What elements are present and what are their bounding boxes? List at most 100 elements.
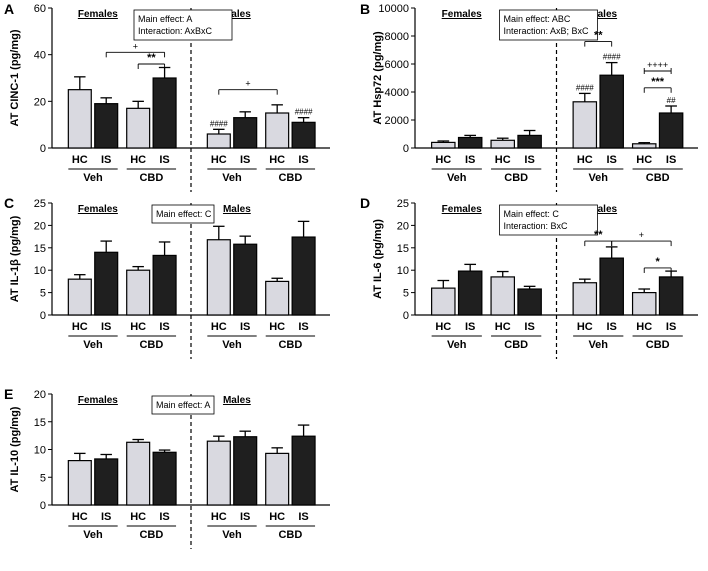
significance-label: #### [576,83,594,92]
y-tick-label: 6000 [385,59,409,71]
y-tick-label: 10 [34,445,46,457]
bar-m-cbd-hc [631,292,657,316]
bar-f-cbd-hc [490,276,516,316]
y-tick-label: 15 [34,243,46,255]
bar-f-cbd-hc [126,107,151,149]
stats-box [499,204,598,236]
bar-m-cbd-is [658,112,684,149]
y-tick-label: 25 [34,198,46,210]
group-label-males: Males [589,9,617,20]
y-tick-label: 20 [34,96,46,108]
x-tick-label: IS [240,511,250,523]
bar-f-veh-hc [67,278,92,316]
treatment-label: CBD [278,172,302,184]
bar-m-veh-is [599,74,624,149]
x-tick-label: IS [240,154,250,166]
stats-box [133,9,233,41]
y-tick-label: 60 [34,3,46,15]
significance-label: + [245,79,250,89]
group-label-males: Males [223,395,251,406]
treatment-label: Veh [83,172,103,184]
y-axis-label: AT IL-10 (pg/mg) [9,406,21,492]
y-tick-label: 20 [397,220,409,232]
stats-box-text: Main effect: C [504,209,560,219]
y-tick-label: 0 [403,143,409,155]
bar-f-cbd-is [152,77,177,149]
y-axis-label: AT CINC-1 (pg/mg) [9,29,21,126]
x-tick-label: HC [130,154,146,166]
x-tick-label: HC [495,321,511,333]
bar-m-veh-hc [206,239,231,316]
x-tick-label: HC [72,154,88,166]
panel-c: C 0 5 10 15 20 25 AT IL-1β (pg/mg) Females Males H… [4,195,330,359]
y-tick-label: 10 [397,265,409,277]
bar-m-veh-is [233,436,258,506]
treatment-label: Veh [447,339,467,351]
x-tick-label: HC [495,154,511,166]
y-tick-label: 20 [34,389,46,401]
significance-label: *** [651,76,665,88]
y-tick-label: 10000 [378,3,409,15]
treatment-label: CBD [278,339,302,351]
bar-f-cbd-is [152,451,177,506]
bar-m-cbd-is [658,276,684,316]
bar-m-veh-is [233,117,258,149]
significance-label: #### [603,53,621,62]
y-tick-label: 0 [40,500,46,512]
x-tick-label: HC [211,154,227,166]
group-label-males: Males [223,204,251,215]
stats-box [151,395,215,415]
y-tick-label: 10 [34,265,46,277]
treatment-label: Veh [83,339,103,351]
x-tick-label: HC [72,321,88,333]
bar-f-veh-is [457,270,483,316]
bar-m-cbd-is [291,121,316,149]
group-label-females: Females [78,9,118,20]
bar-m-cbd-is [291,236,316,316]
treatment-label: CBD [504,339,528,351]
significance-label: ## [667,96,676,105]
panel-letter: E [4,386,13,402]
x-tick-label: HC [211,321,227,333]
treatment-label: CBD [139,529,163,541]
y-tick-label: 0 [40,310,46,322]
bar-m-cbd-hc [265,280,290,316]
x-tick-label: HC [577,321,593,333]
bar-m-cbd-is [291,435,316,506]
stats-box-text: Main effect: C [156,209,212,219]
significance-label: * [656,256,661,268]
bar-f-veh-hc [67,460,92,506]
significance-label: ** [594,30,603,42]
treatment-label: Veh [222,172,242,184]
treatment-label: CBD [504,172,528,184]
bar-f-veh-hc [67,89,92,149]
group-label-females: Females [78,204,118,215]
y-tick-label: 15 [34,417,46,429]
bar-m-veh-is [233,243,258,316]
panel-letter: D [360,195,370,211]
treatment-label: Veh [588,172,608,184]
y-tick-label: 5 [40,472,46,484]
y-tick-label: 20 [34,220,46,232]
significance-label: ** [147,52,156,64]
x-tick-label: IS [298,321,308,333]
y-tick-label: 15 [397,243,409,255]
stats-box [499,9,598,41]
bar-f-veh-is [457,136,483,149]
x-tick-label: HC [577,154,593,166]
bar-f-veh-is [94,458,119,506]
treatment-label: CBD [278,529,302,541]
treatment-label: Veh [222,339,242,351]
treatment-label: Veh [447,172,467,184]
panel-a: A 0 20 40 60 AT CINC-1 (pg/mg) Females Males HC I… [4,1,330,192]
bar-f-cbd-is [517,288,542,316]
x-tick-label: HC [130,511,146,523]
bar-m-veh-hc [572,282,598,316]
x-tick-label: IS [101,154,111,166]
x-tick-label: HC [269,511,285,523]
bar-f-veh-hc [431,287,456,316]
x-tick-label: HC [269,154,285,166]
bar-m-veh-hc [572,101,598,149]
panel-letter: C [4,195,14,211]
treatment-label: Veh [222,529,242,541]
